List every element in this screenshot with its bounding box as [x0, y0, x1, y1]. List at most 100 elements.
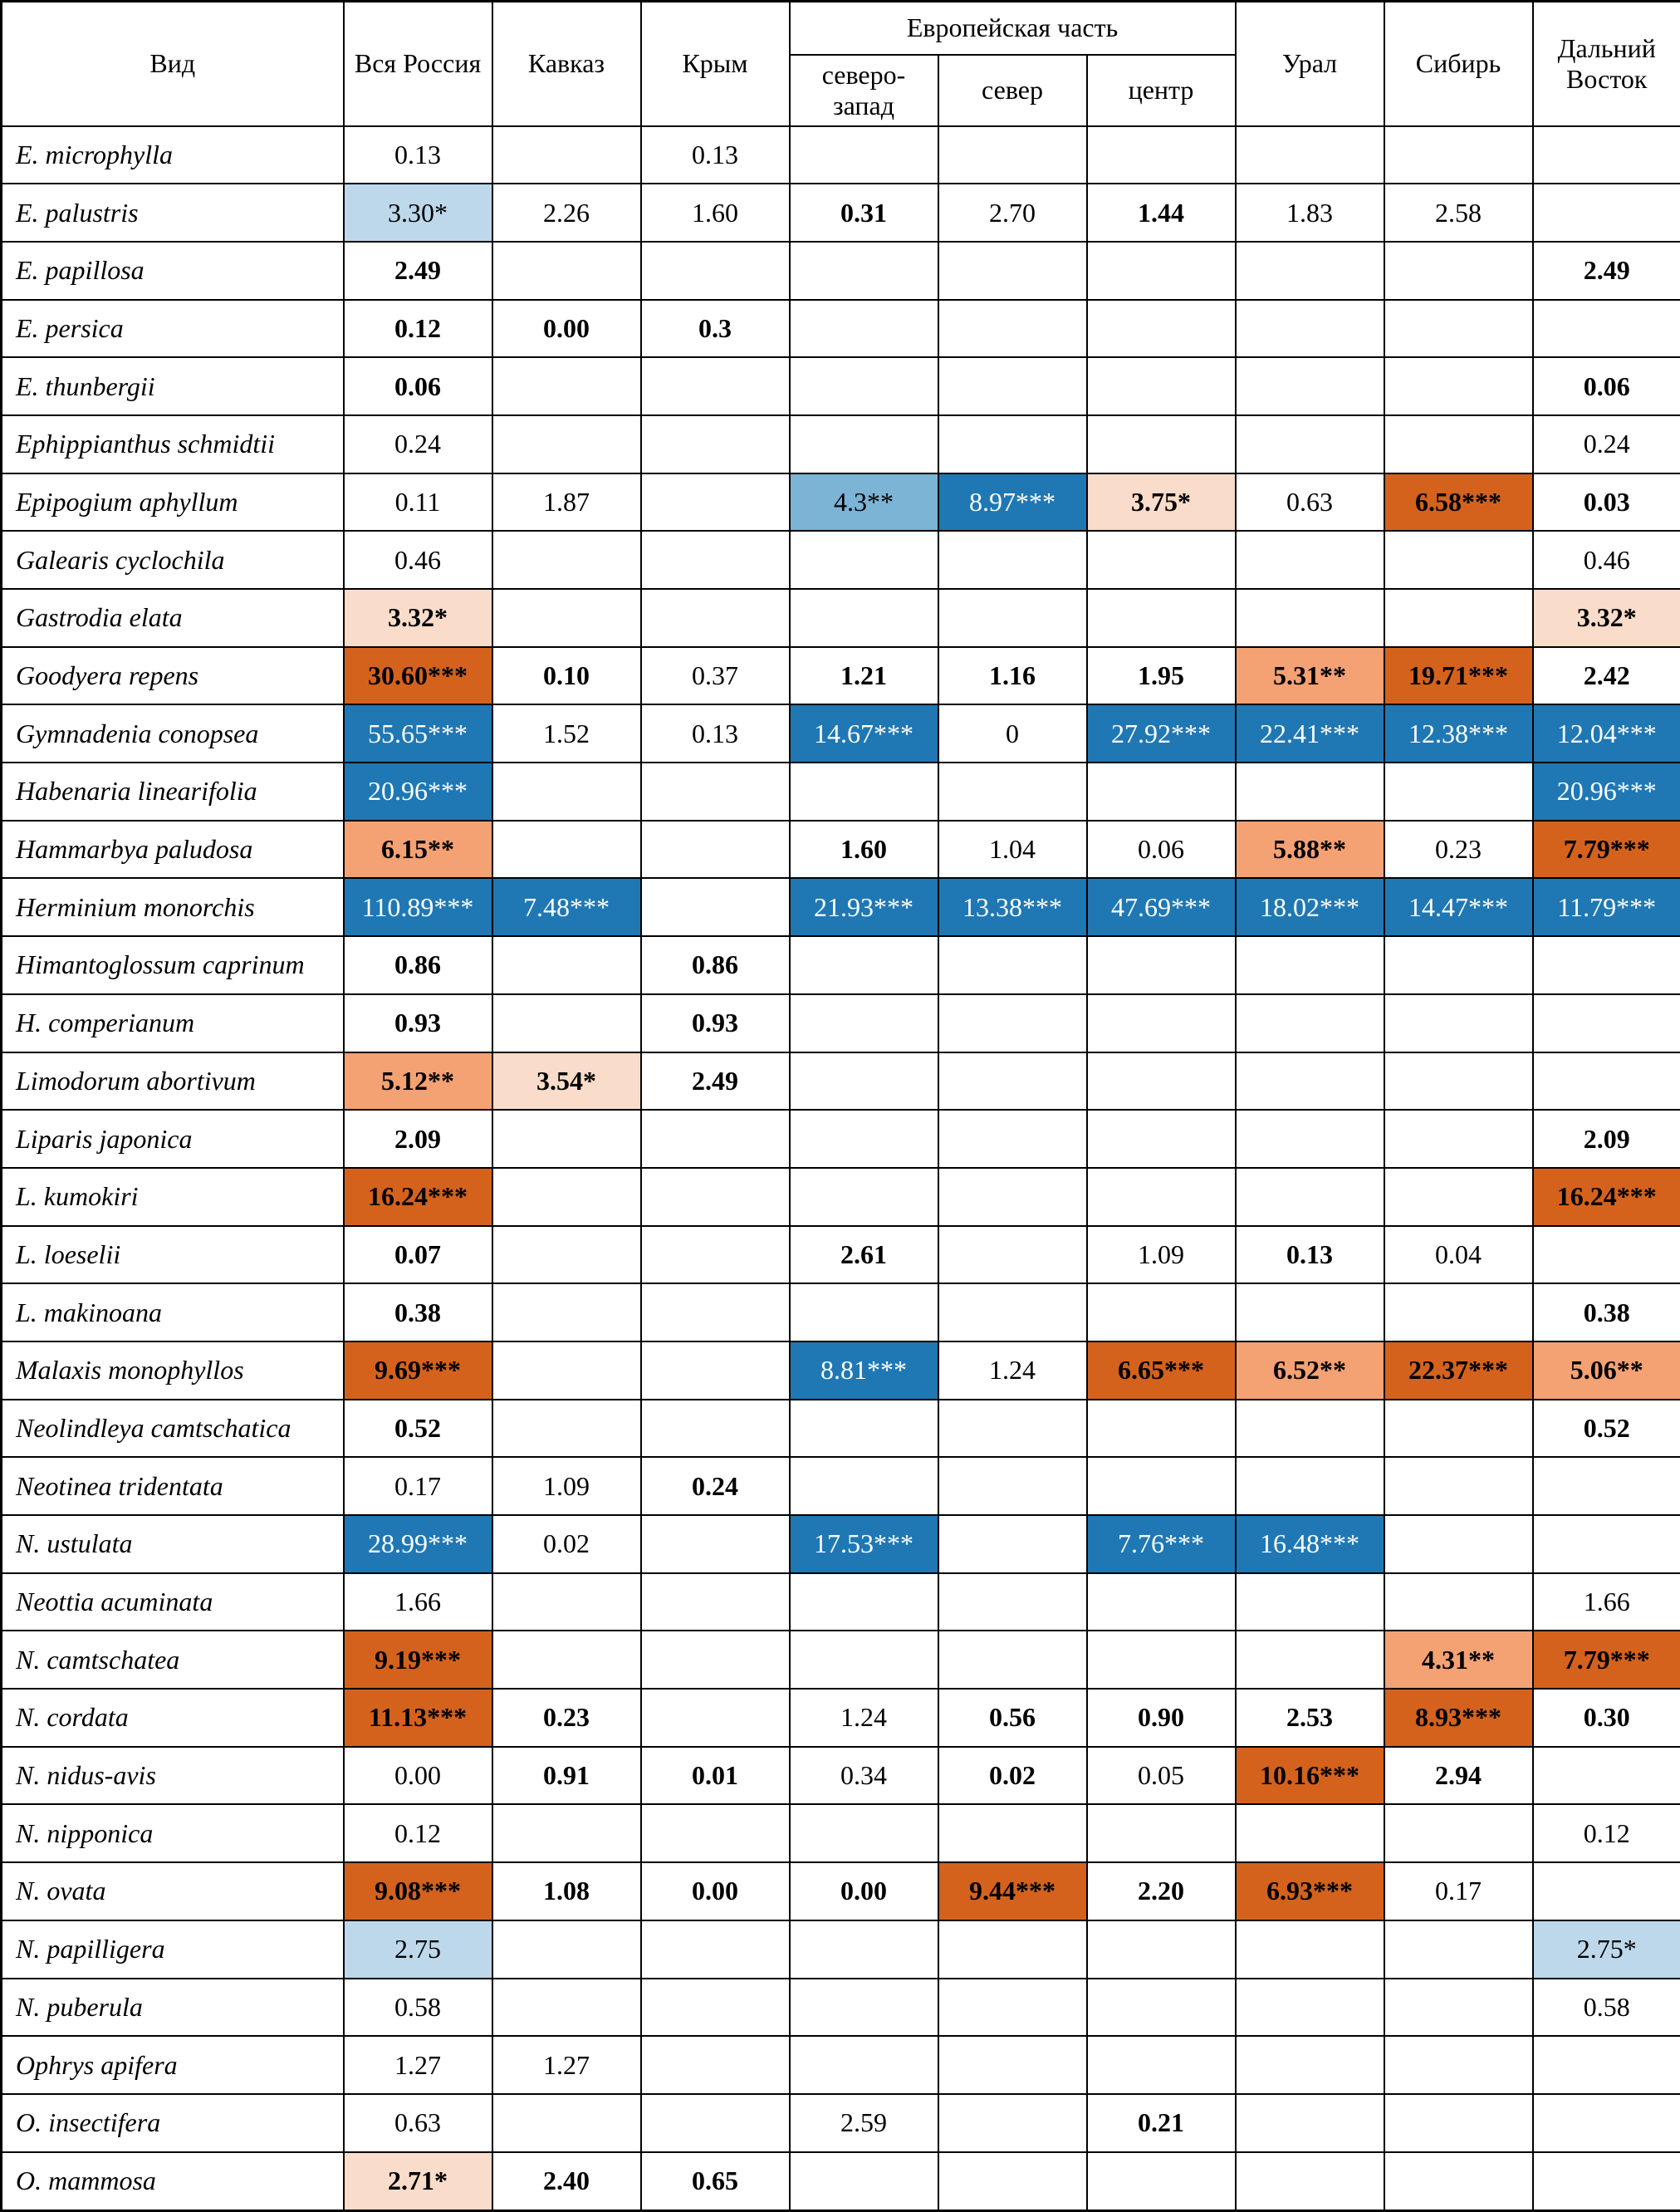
value-cell: 1.24	[788, 1688, 939, 1748]
table-row: N. nidus-avis 0.00 0.91 0.01 0.34 0.02 0.05 10.…	[0, 1745, 1680, 1806]
value-cell: 6.58***	[1383, 472, 1534, 532]
value-cell: 7.79***	[1531, 819, 1680, 880]
value-cell: 2.20	[1085, 1861, 1237, 1921]
value-cell: 1.27	[491, 2035, 642, 2095]
species-name: N. camtschatea	[0, 1630, 345, 1690]
value-cell	[639, 1398, 791, 1459]
species-name: H. comperianum	[0, 993, 345, 1053]
value-cell	[937, 762, 1088, 822]
value-cell	[937, 1224, 1088, 1285]
table-row: N. camtschatea 9.19*** 4.31** 7.79***	[0, 1630, 1680, 1690]
table-row: Galearis cyclochila 0.46 0.46	[0, 530, 1680, 590]
value-cell	[937, 298, 1088, 359]
value-cell: 1.44	[1085, 183, 1237, 243]
value-cell	[1085, 1572, 1237, 1632]
value-cell	[639, 1977, 791, 2038]
value-cell	[491, 762, 642, 822]
value-cell	[1383, 993, 1534, 1053]
value-cell	[1234, 1398, 1385, 1459]
value-cell: 1.04	[937, 819, 1088, 880]
species-name: Goodyera repens	[0, 645, 345, 706]
value-cell	[1234, 2092, 1385, 2153]
value-cell	[1085, 530, 1237, 590]
table-row: N. cordata 11.13*** 0.23 1.24 0.56 0.90 2.53 8.…	[0, 1688, 1680, 1748]
value-cell	[491, 1919, 642, 1979]
value-cell	[937, 2035, 1088, 2095]
value-cell	[639, 1803, 791, 1864]
value-cell: 0.13	[342, 125, 493, 185]
value-cell	[937, 530, 1088, 590]
value-cell: 30.60***	[342, 645, 493, 706]
col-header-species: Вид	[0, 0, 345, 127]
value-cell	[1383, 2092, 1534, 2153]
value-cell	[491, 1803, 642, 1864]
value-cell: 3.30*	[342, 183, 493, 243]
value-cell	[1234, 1803, 1385, 1864]
value-cell	[1383, 530, 1534, 590]
value-cell	[937, 1572, 1088, 1632]
value-cell	[491, 588, 642, 648]
value-cell	[788, 993, 939, 1053]
value-cell	[1531, 993, 1680, 1053]
value-cell: 14.47***	[1383, 877, 1534, 938]
value-cell	[1234, 240, 1385, 301]
value-cell	[937, 414, 1088, 474]
value-cell: 1.95	[1085, 645, 1237, 706]
value-cell	[1234, 2151, 1385, 2212]
table-row: O. insectifera 0.63 2.59 0.21	[0, 2092, 1680, 2153]
table-row: N. ovata 9.08*** 1.08 0.00 0.00 9.44*** 2.20 6.…	[0, 1861, 1680, 1921]
value-cell	[1234, 1977, 1385, 2038]
value-cell	[1531, 2035, 1680, 2095]
value-cell	[491, 1398, 642, 1459]
value-cell	[1383, 1803, 1534, 1864]
value-cell	[639, 762, 791, 822]
species-name: Gymnadenia conopsea	[0, 704, 345, 764]
value-cell: 3.32*	[342, 588, 493, 648]
table-row: Limodorum abortivum 5.12** 3.54* 2.49	[0, 1051, 1680, 1111]
value-cell	[639, 2092, 791, 2153]
value-cell: 1.21	[788, 645, 939, 706]
value-cell: 1.83	[1234, 183, 1385, 243]
value-cell: 5.31**	[1234, 645, 1385, 706]
value-cell	[491, 1224, 642, 1285]
value-cell: 0.30	[1531, 1688, 1680, 1748]
value-cell	[1531, 183, 1680, 243]
value-cell	[639, 877, 791, 938]
value-cell	[491, 935, 642, 995]
value-cell: 47.69***	[1085, 877, 1237, 938]
value-cell: 110.89***	[342, 877, 493, 938]
value-cell	[788, 1283, 939, 1342]
value-cell: 1.52	[491, 704, 642, 764]
species-name: N. nipponica	[0, 1803, 345, 1864]
value-cell: 9.69***	[342, 1340, 493, 1400]
value-cell	[937, 588, 1088, 648]
value-cell	[788, 1166, 939, 1227]
col-header-center: центр	[1085, 53, 1237, 127]
value-cell	[639, 1109, 791, 1169]
value-cell: 6.93***	[1234, 1861, 1385, 1921]
table-row: Neotinea tridentata 0.17 1.09 0.24	[0, 1456, 1680, 1516]
value-cell: 8.81***	[788, 1340, 939, 1400]
species-name: Neolindleya camtschatica	[0, 1398, 345, 1459]
species-name: N. puberula	[0, 1977, 345, 2038]
value-cell: 0.17	[342, 1456, 493, 1516]
col-header-crimea: Крым	[639, 0, 791, 127]
value-cell: 0.46	[342, 530, 493, 590]
table-row: E. thunbergii 0.06 0.06	[0, 356, 1680, 416]
col-header-all-russia: Вся Россия	[342, 0, 493, 127]
value-cell: 0.93	[342, 993, 493, 1053]
value-cell	[491, 240, 642, 301]
value-cell: 0.56	[937, 1688, 1088, 1748]
species-name: N. cordata	[0, 1688, 345, 1748]
table-row: N. puberula 0.58 0.58	[0, 1977, 1680, 2038]
table-row: Habenaria linearifolia 20.96*** 20.96***	[0, 762, 1680, 822]
value-cell	[1085, 2151, 1237, 2212]
table-row: E. papillosa 2.49 2.49	[0, 240, 1680, 301]
value-cell: 10.16***	[1234, 1745, 1385, 1806]
table-row: Malaxis monophyllos 9.69*** 8.81*** 1.24 6.6…	[0, 1340, 1680, 1400]
value-cell: 1.16	[937, 645, 1088, 706]
value-cell: 9.44***	[937, 1861, 1088, 1921]
value-cell	[1383, 1456, 1534, 1516]
value-cell	[1383, 1109, 1534, 1169]
value-cell	[937, 1456, 1088, 1516]
